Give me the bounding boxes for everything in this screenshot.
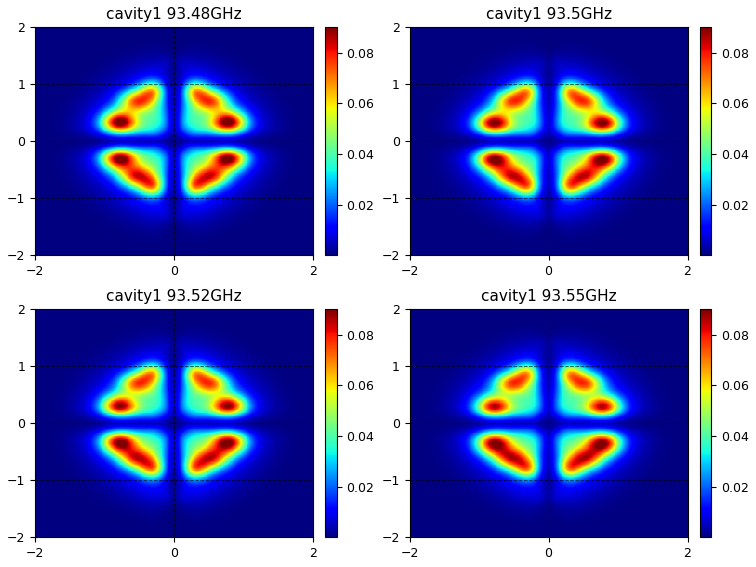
Title: cavity1 93.5GHz: cavity1 93.5GHz — [485, 7, 612, 22]
Title: cavity1 93.55GHz: cavity1 93.55GHz — [481, 289, 616, 304]
Title: cavity1 93.48GHz: cavity1 93.48GHz — [106, 7, 242, 22]
Title: cavity1 93.52GHz: cavity1 93.52GHz — [106, 289, 242, 304]
